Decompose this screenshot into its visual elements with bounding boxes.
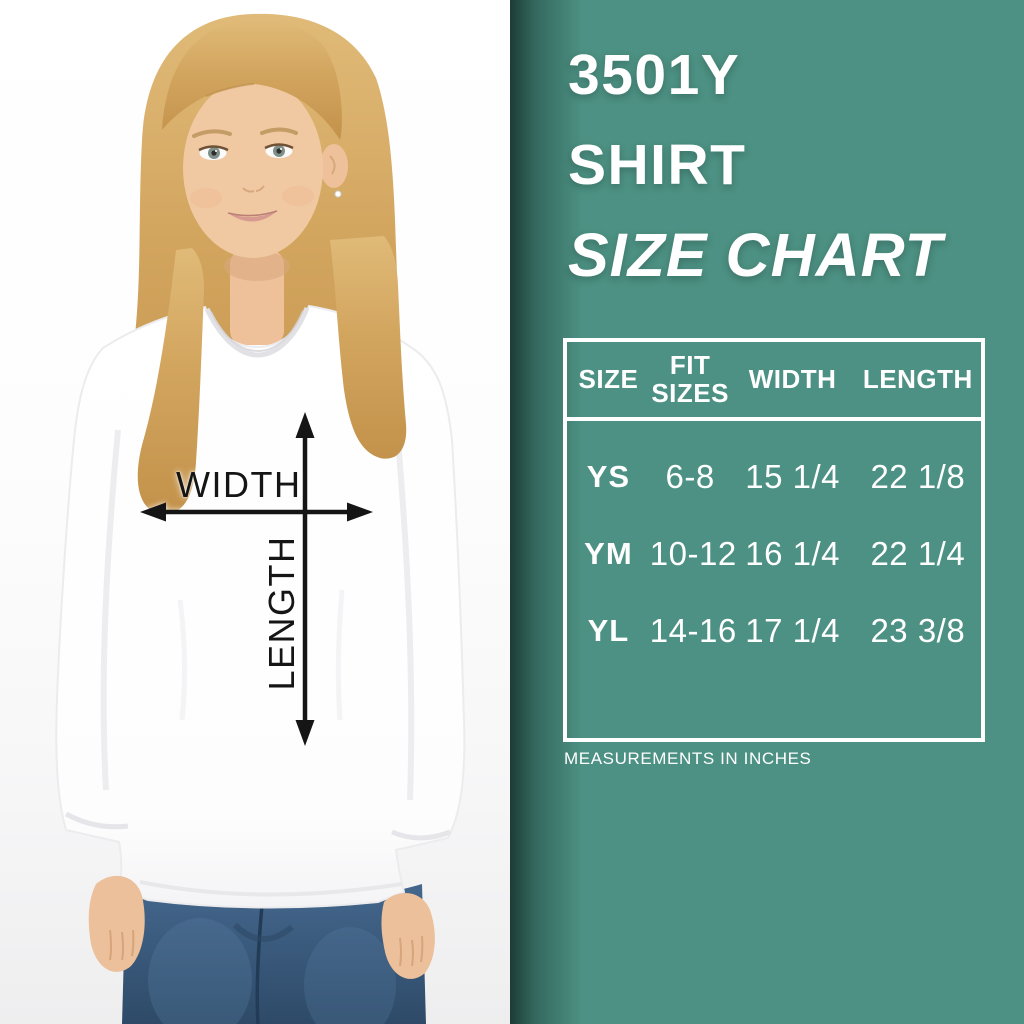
cell-width: 15 1/4 bbox=[745, 457, 840, 495]
width-measure-label: WIDTH bbox=[176, 464, 302, 505]
cell-fit: 6-8 bbox=[665, 457, 715, 495]
title-product-code: 3501Y bbox=[568, 43, 741, 107]
jeans bbox=[122, 880, 426, 1024]
column-header-width: WIDTH bbox=[748, 363, 837, 394]
width-arrow bbox=[140, 502, 373, 522]
table-row: YL 14-16 17 1/4 23 3/8 bbox=[567, 592, 981, 669]
cell-size: YS bbox=[586, 458, 631, 494]
length-measure-label: LENGTH bbox=[261, 535, 302, 691]
size-table: SIZE FIT SIZES WIDTH LENGTH YS 6-8 15 1/… bbox=[563, 338, 985, 742]
measurements-footnote: MEASUREMENTS IN INCHES bbox=[564, 749, 812, 768]
cell-length: 22 1/8 bbox=[870, 457, 966, 495]
table-row: YS 6-8 15 1/4 22 1/8 bbox=[567, 438, 981, 515]
face bbox=[183, 78, 348, 258]
cell-fit: 14-16 bbox=[649, 611, 737, 649]
size-table-header: SIZE FIT SIZES WIDTH LENGTH bbox=[567, 342, 981, 421]
size-chart-pane: 3501Y SHIRT SIZE CHART SIZE FIT SIZES WI… bbox=[510, 0, 1024, 1024]
column-header-size: SIZE bbox=[578, 363, 639, 394]
page-title: 3501Y SHIRT SIZE CHART bbox=[568, 30, 943, 300]
cell-size: YL bbox=[587, 612, 630, 648]
title-size-chart: SIZE CHART bbox=[568, 221, 943, 289]
model-photo bbox=[55, 13, 466, 1024]
table-row: YM 10-12 16 1/4 22 1/4 bbox=[567, 515, 981, 592]
column-header-length: LENGTH bbox=[862, 363, 973, 394]
measurement-arrows bbox=[140, 412, 373, 746]
model-photo-pane: WIDTH LENGTH bbox=[0, 0, 510, 1024]
cell-width: 16 1/4 bbox=[745, 534, 840, 572]
cell-length: 23 3/8 bbox=[870, 611, 966, 649]
cell-size: YM bbox=[584, 535, 633, 571]
length-arrow bbox=[295, 412, 315, 746]
cell-width: 17 1/4 bbox=[745, 611, 840, 649]
hands bbox=[88, 875, 435, 979]
cell-fit: 10-12 bbox=[649, 534, 737, 572]
cell-length: 22 1/4 bbox=[870, 534, 966, 572]
hair-strands bbox=[137, 236, 407, 515]
hair-front bbox=[162, 19, 342, 140]
column-header-fit-sizes: FIT SIZES bbox=[651, 350, 729, 408]
title-product-type: SHIRT bbox=[568, 133, 747, 197]
size-table-body: YS 6-8 15 1/4 22 1/8 YM 10-12 16 1/4 22 … bbox=[567, 421, 981, 669]
